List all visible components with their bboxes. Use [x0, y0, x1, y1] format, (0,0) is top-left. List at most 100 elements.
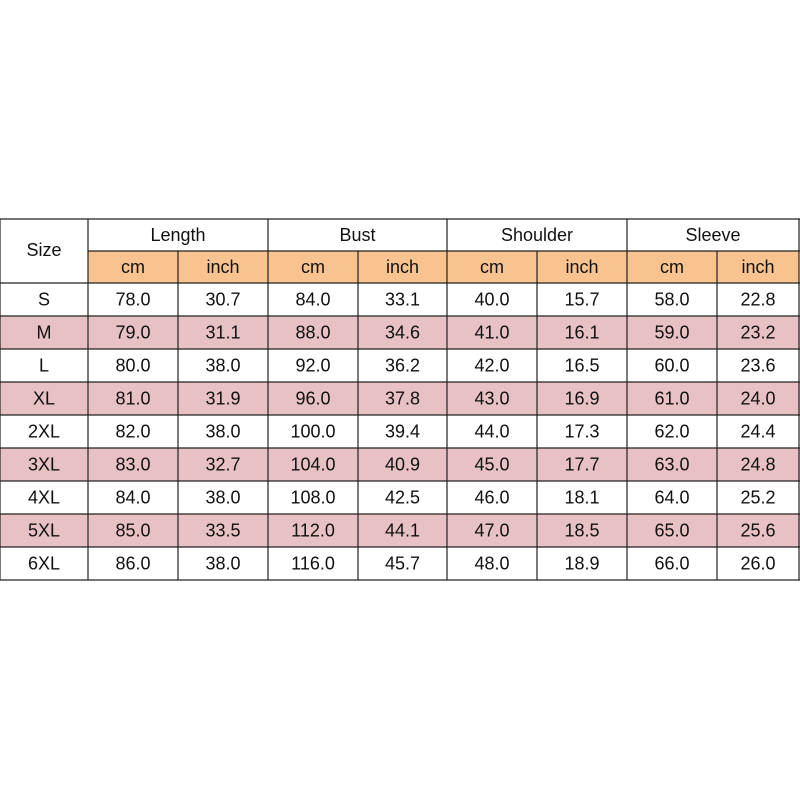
cell: 41.0 [474, 322, 509, 342]
cell: 80.0 [115, 355, 150, 375]
cell: 84.0 [115, 487, 150, 507]
cell: 64.0 [654, 487, 689, 507]
cell: 47.0 [474, 520, 509, 540]
unit-header: inch [206, 257, 239, 277]
cell: 104.0 [290, 454, 335, 474]
cell: 78.0 [115, 289, 150, 309]
cell: 88.0 [295, 322, 330, 342]
cell: 16.1 [564, 322, 599, 342]
group-header: Bust [339, 225, 375, 245]
cell: 116.0 [291, 553, 335, 573]
cell: 46.0 [474, 487, 509, 507]
cell: 45.7 [385, 553, 420, 573]
cell: 39.4 [385, 421, 420, 441]
cell: 58.0 [654, 289, 689, 309]
unit-header: cm [480, 257, 504, 277]
cell: 43.0 [474, 388, 509, 408]
cell: 48.0 [474, 553, 509, 573]
unit-header: cm [121, 257, 145, 277]
cell: 61.0 [654, 388, 689, 408]
cell: 37.8 [385, 388, 420, 408]
group-header: Shoulder [501, 225, 573, 245]
cell: 26.0 [740, 553, 775, 573]
unit-header: inch [565, 257, 598, 277]
cell: 44.1 [385, 520, 420, 540]
cell: 16.9 [564, 388, 599, 408]
cell: 31.1 [205, 322, 240, 342]
size-label: M [37, 322, 52, 342]
unit-header: inch [741, 257, 774, 277]
group-header: Length [150, 225, 205, 245]
cell: 23.6 [740, 355, 775, 375]
cell: 59.0 [654, 322, 689, 342]
cell: 81.0 [115, 388, 150, 408]
size-label: 5XL [28, 520, 60, 540]
cell: 42.5 [385, 487, 420, 507]
cell: 38.0 [205, 487, 240, 507]
cell: 23.2 [740, 322, 775, 342]
cell: 86.0 [115, 553, 150, 573]
cell: 38.0 [205, 553, 240, 573]
row-fill [0, 514, 800, 547]
cell: 34.6 [385, 322, 420, 342]
cell: 38.0 [205, 355, 240, 375]
size-label: 2XL [28, 421, 60, 441]
size-header: Size [26, 240, 61, 260]
cell: 31.9 [205, 388, 240, 408]
cell: 15.7 [564, 289, 599, 309]
cell: 85.0 [115, 520, 150, 540]
cell: 24.8 [740, 454, 775, 474]
cell: 25.6 [740, 520, 775, 540]
group-header: Sleeve [685, 225, 740, 245]
cell: 65.0 [654, 520, 689, 540]
unit-header: cm [660, 257, 684, 277]
unit-header: inch [386, 257, 419, 277]
cell: 16.5 [564, 355, 599, 375]
cell: 112.0 [291, 520, 335, 540]
size-label: S [38, 289, 50, 309]
cell: 63.0 [654, 454, 689, 474]
unit-header: cm [301, 257, 325, 277]
cell: 17.3 [564, 421, 599, 441]
cell: 82.0 [115, 421, 150, 441]
unit-row-fill [88, 251, 799, 283]
cell: 60.0 [654, 355, 689, 375]
cell: 22.8 [740, 289, 775, 309]
row-fill [0, 382, 800, 415]
cell: 40.9 [385, 454, 420, 474]
cell: 18.9 [564, 553, 599, 573]
cell: 30.7 [205, 289, 240, 309]
cell: 96.0 [295, 388, 330, 408]
cell: 17.7 [564, 454, 599, 474]
cell: 79.0 [115, 322, 150, 342]
cell: 36.2 [385, 355, 420, 375]
cell: 84.0 [295, 289, 330, 309]
cell: 42.0 [474, 355, 509, 375]
row-fill [0, 448, 800, 481]
cell: 66.0 [654, 553, 689, 573]
cell: 33.1 [385, 289, 420, 309]
cell: 25.2 [740, 487, 775, 507]
cell: 38.0 [205, 421, 240, 441]
size-label: 3XL [28, 454, 60, 474]
size-label: 4XL [28, 487, 60, 507]
cell: 18.5 [564, 520, 599, 540]
cell: 24.4 [740, 421, 775, 441]
size-label: 6XL [28, 553, 60, 573]
size-label: XL [33, 388, 55, 408]
cell: 32.7 [205, 454, 240, 474]
cell: 62.0 [654, 421, 689, 441]
cell: 83.0 [115, 454, 150, 474]
cell: 92.0 [295, 355, 330, 375]
cell: 44.0 [474, 421, 509, 441]
cell: 108.0 [290, 487, 335, 507]
row-fill [0, 316, 800, 349]
cell: 24.0 [740, 388, 775, 408]
size-label: L [39, 355, 49, 375]
cell: 45.0 [474, 454, 509, 474]
cell: 18.1 [564, 487, 599, 507]
cell: 100.0 [290, 421, 335, 441]
cell: 40.0 [474, 289, 509, 309]
cell: 33.5 [205, 520, 240, 540]
